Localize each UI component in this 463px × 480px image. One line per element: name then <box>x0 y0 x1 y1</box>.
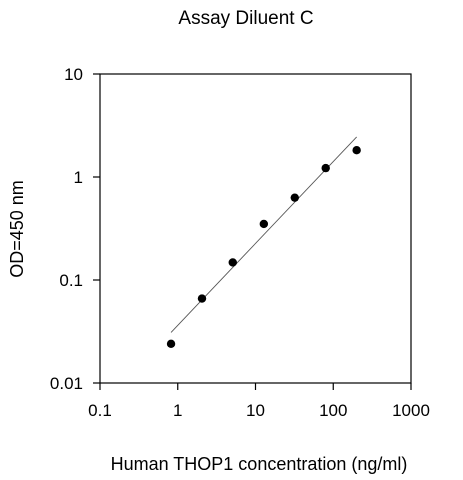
data-points <box>166 146 361 349</box>
data-point <box>228 258 237 267</box>
x-tick-label: 1000 <box>392 401 430 420</box>
y-tick-label: 0.01 <box>50 374 83 393</box>
plot-frame <box>99 73 412 384</box>
x-tick-label: 10 <box>246 401 265 420</box>
data-point <box>166 339 176 349</box>
x-tick-label: 0.1 <box>88 401 112 420</box>
x-axis-label: Human THOP1 concentration (ng/ml) <box>111 454 408 474</box>
y-axis-label: OD=450 nm <box>7 180 27 278</box>
data-point <box>197 294 207 303</box>
x-axis: 0.1 1 10 100 1000 <box>88 383 430 420</box>
x-tick-label: 1 <box>173 401 182 420</box>
y-tick-label: 1 <box>74 168 83 187</box>
data-point <box>259 219 269 229</box>
x-tick-label: 100 <box>319 401 347 420</box>
y-tick-label: 10 <box>64 65 83 84</box>
chart-title: Assay Diluent C <box>178 8 313 29</box>
data-point <box>290 193 299 202</box>
data-point <box>321 163 330 173</box>
y-tick-label: 0.1 <box>59 271 83 290</box>
data-point <box>352 146 361 155</box>
y-axis: 0.01 0.1 1 10 <box>50 65 100 393</box>
